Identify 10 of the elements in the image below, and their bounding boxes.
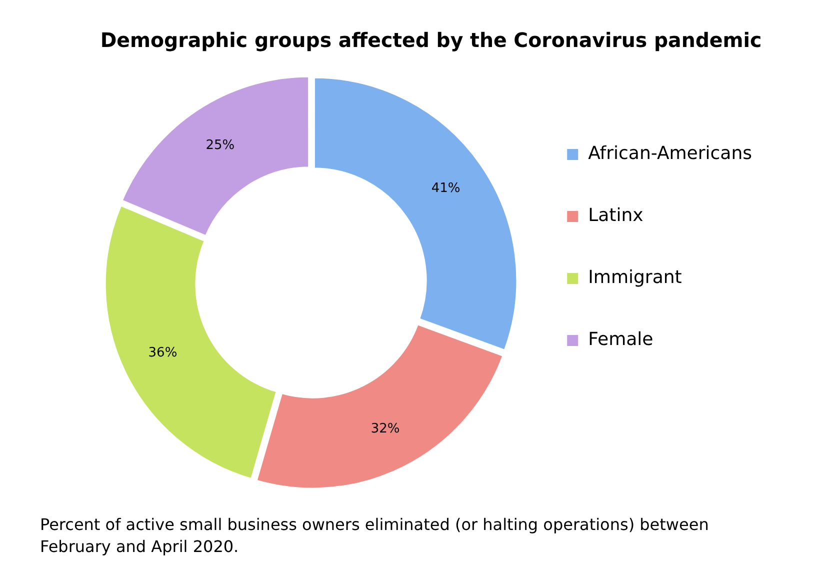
legend-label: Female	[588, 329, 654, 350]
legend-label: Immigrant	[588, 267, 682, 288]
legend-label: African-Americans	[588, 143, 752, 164]
data-label: 36%	[148, 346, 178, 361]
legend-label: Latinx	[588, 205, 644, 226]
text: Percent of active small business owners eliminated (or halting operations) between February and April 2020.	[40, 514, 710, 558]
data-label: 41%	[431, 180, 460, 196]
data-label: 32%	[370, 422, 400, 437]
chart-title: Demographic groups affected by the Coronavirus pandemic	[100, 29, 762, 52]
data-label: 25%	[206, 138, 235, 153]
